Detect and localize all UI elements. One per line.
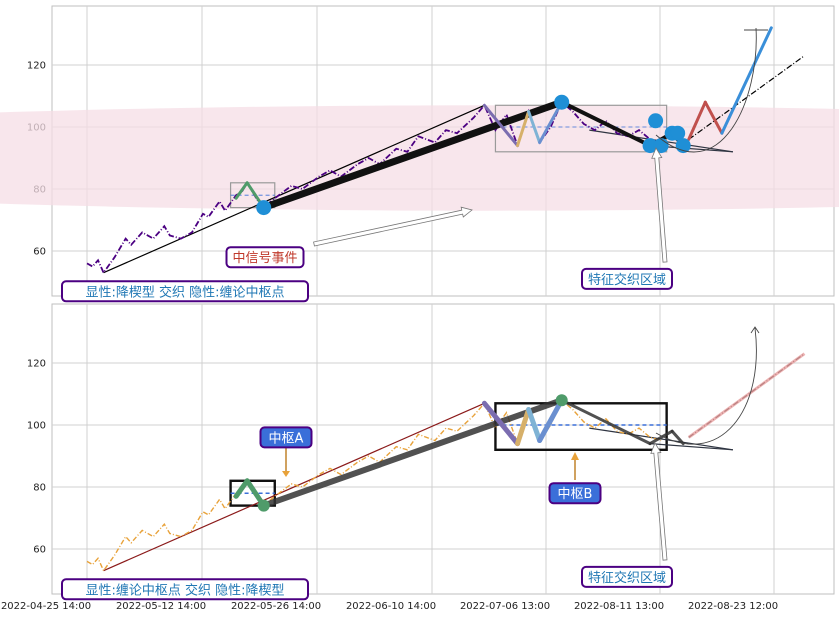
pivot-marker [257, 499, 270, 512]
x-tick-label: 2022-07-06 13:00 [460, 601, 550, 612]
annotation-label: 显性:降楔型 交织 隐性:缠论中枢点 [85, 284, 284, 300]
x-tick-label: 2022-05-12 14:00 [116, 601, 206, 612]
y-tick-label: 80 [33, 483, 46, 494]
y-tick-label: 60 [33, 247, 46, 258]
bi-line [260, 397, 565, 509]
x-tick-label: 2022-08-11 13:00 [574, 601, 664, 612]
annotation-box [259, 426, 313, 449]
x-tick-label: 2022-08-23 12:00 [688, 601, 778, 612]
signal-arrow [313, 206, 473, 247]
pivot-marker [648, 113, 664, 129]
x-tick-label: 2022-04-25 14:00 [1, 601, 91, 612]
panel-bottom: 60 80 100 120 [27, 303, 835, 595]
annotation-box [581, 565, 673, 588]
pivot-marker [555, 394, 568, 407]
segment-line [538, 100, 564, 144]
projection-arrowhead [750, 326, 760, 334]
feature-arrow [651, 147, 668, 263]
y-tick-label: 120 [27, 359, 46, 370]
projection-curve [655, 327, 757, 445]
annotation-box [581, 267, 673, 290]
projection-curve [655, 27, 757, 153]
trend-line [103, 104, 485, 274]
bi-line [670, 429, 685, 446]
plot-area-bottom [51, 303, 835, 595]
segment-line [687, 100, 707, 141]
bi-line [560, 398, 652, 446]
pivot-marker [554, 94, 570, 110]
bi-line [559, 100, 653, 148]
segment-line [234, 181, 249, 200]
annotation-box [61, 578, 309, 601]
trend-line [103, 402, 485, 572]
annotation-label: 中信号事件 [232, 251, 297, 266]
segment-line [703, 100, 724, 135]
segment-line [516, 110, 531, 148]
annotation-label: 中枢A [269, 431, 304, 446]
annotation-label: 特征交织区域 [588, 272, 666, 288]
annotation-box [225, 246, 305, 269]
segment-line [481, 400, 521, 447]
segment-line [537, 397, 565, 443]
zhongshu-a-arrow-head [282, 471, 290, 477]
segment-line [720, 26, 773, 135]
bi-line [260, 98, 566, 212]
annotation-box [548, 482, 602, 505]
trend-band [687, 352, 806, 439]
segment-line [527, 110, 542, 144]
pivot-marker [670, 125, 686, 141]
segment-line [482, 103, 520, 148]
feature-arrow [650, 442, 668, 561]
annotation-label: 特征交织区域 [588, 570, 666, 586]
annotation-label: 中枢B [558, 487, 593, 502]
trend-line [650, 443, 733, 451]
annotation-box [61, 280, 309, 303]
y-tick-label: 100 [27, 421, 46, 432]
pivot-marker [256, 200, 272, 216]
y-tick-label: 120 [27, 61, 46, 72]
x-tick-label: 2022-05-26 14:00 [231, 601, 321, 612]
segment-line [515, 407, 532, 447]
y-tick-label: 60 [33, 545, 46, 556]
bi-line [648, 429, 674, 446]
price-line-bottom [86, 399, 662, 573]
x-tick-label: 2022-06-10 14:00 [346, 601, 436, 612]
segment-line [233, 478, 250, 499]
segment-line [526, 407, 543, 443]
signal-ellipse [0, 105, 839, 211]
zhongshu-b-arrow-head [571, 452, 579, 460]
annotation-label: 显性:缠论中枢点 交织 隐性:降楔型 [85, 582, 284, 598]
